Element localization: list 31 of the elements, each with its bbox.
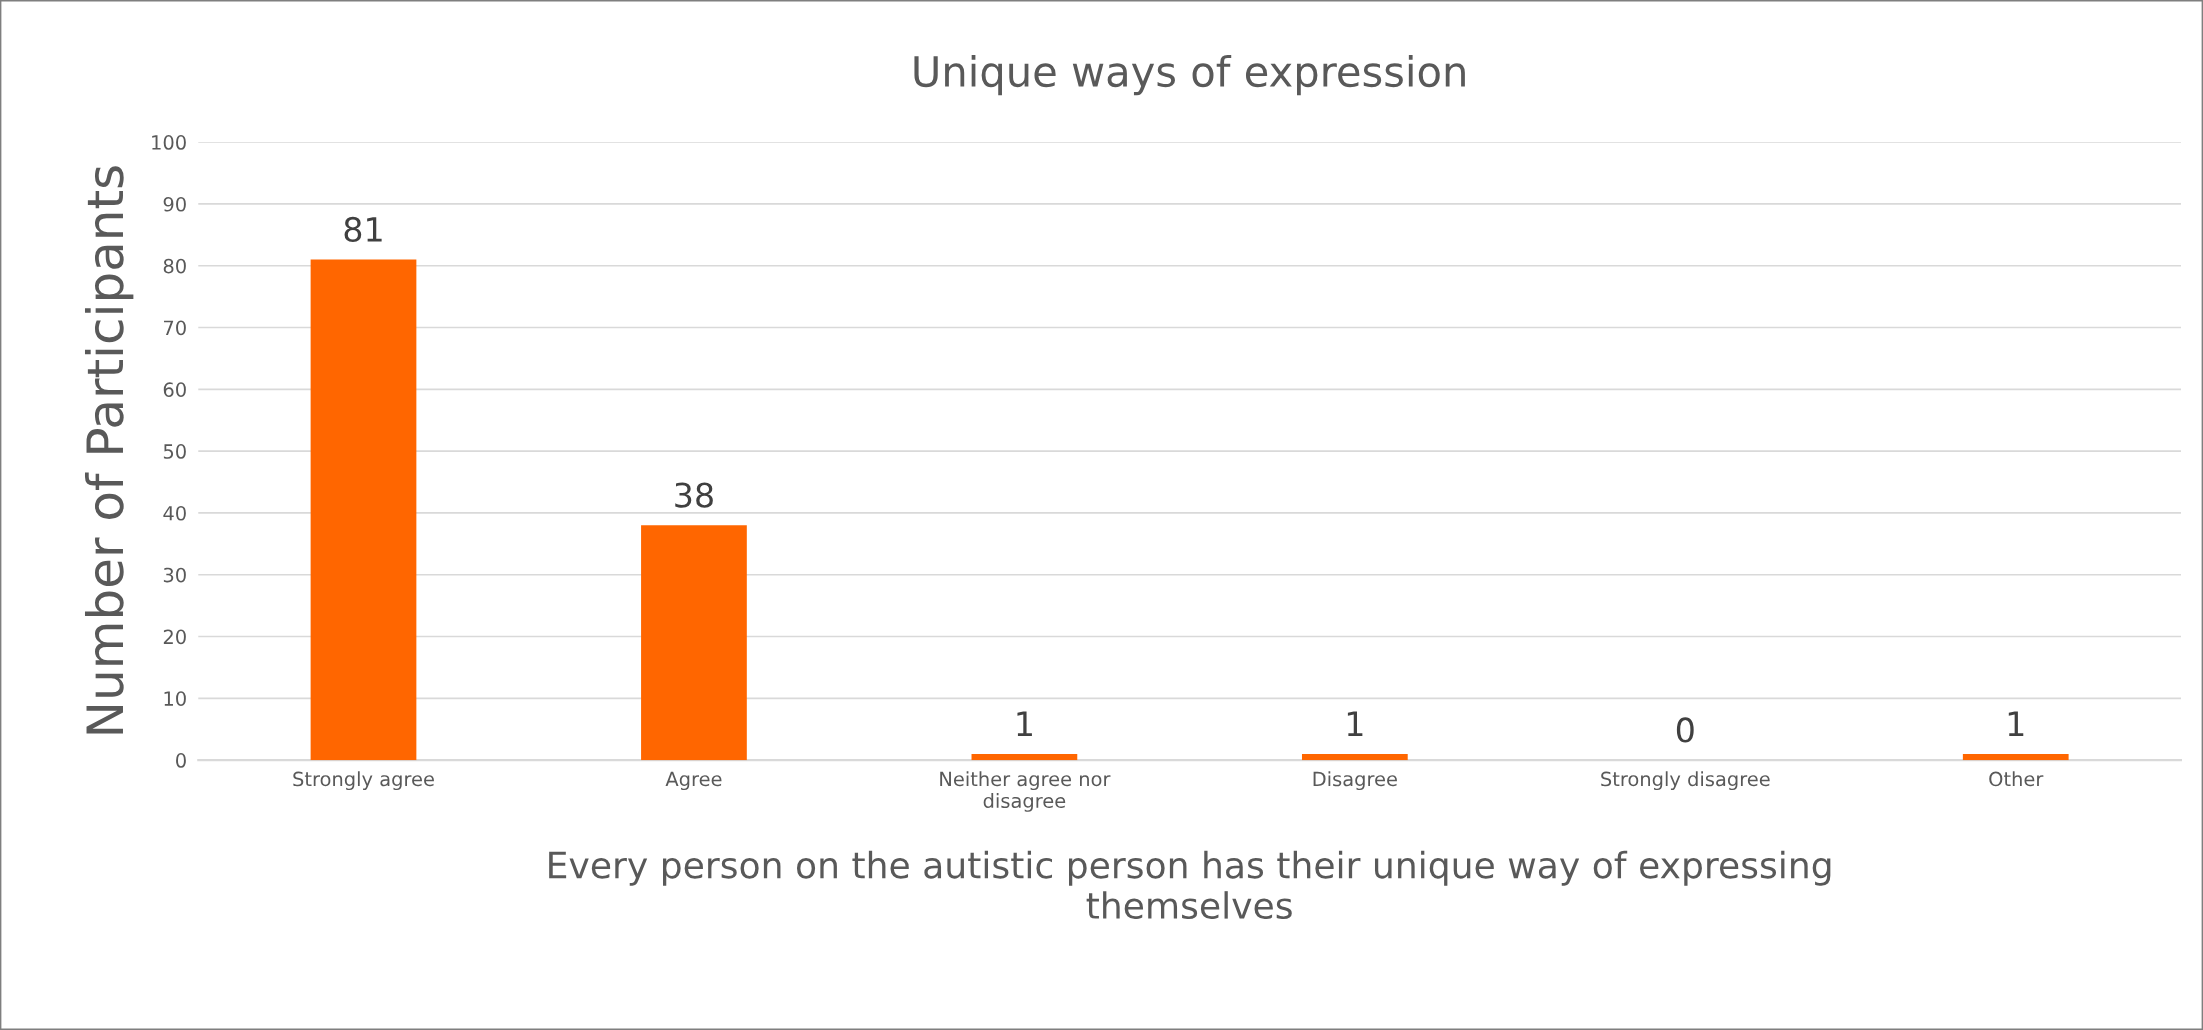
bar xyxy=(1962,753,2069,761)
data-label: 1 xyxy=(2008,711,2024,736)
data-label: 38 xyxy=(675,482,713,508)
x-tick-label: Neither agree nor disagree xyxy=(940,771,1111,812)
y-tick-label: 70 xyxy=(164,320,186,336)
data-label: 1 xyxy=(1347,711,1363,736)
y-axis-title: Number of Participants xyxy=(84,166,134,734)
x-tick-label: Disagree xyxy=(1313,771,1397,791)
y-tick-label: 100 xyxy=(152,135,186,150)
y-tick-label: 60 xyxy=(163,382,186,397)
bar xyxy=(971,753,1078,761)
x-axis-title: Every person on the autistic person has their unique way of expressing themselves xyxy=(549,850,1831,920)
y-tick-label: 10 xyxy=(164,691,186,706)
data-label: 0 xyxy=(1676,717,1694,743)
bar xyxy=(310,259,417,761)
bar xyxy=(1301,753,1408,761)
y-tick-label: 50 xyxy=(163,444,186,459)
y-tick-label: 40 xyxy=(163,505,186,521)
y-tick-label: 30 xyxy=(163,567,186,583)
y-tick-label: 90 xyxy=(163,196,186,212)
y-tick-label: 80 xyxy=(163,258,186,274)
data-label: 1 xyxy=(1017,711,1032,736)
y-tick-label: 20 xyxy=(163,629,186,645)
x-tick-label: Strongly disagree xyxy=(1601,771,1770,791)
chart-title: Unique ways of expression xyxy=(914,54,1465,96)
x-tick-label: Agree xyxy=(665,771,722,791)
x-tick-label: Strongly agree xyxy=(293,771,434,791)
y-tick-label: 0 xyxy=(176,753,186,768)
x-tick-label: Other xyxy=(1989,771,2044,787)
data-label: 81 xyxy=(344,216,382,242)
bar xyxy=(641,525,747,761)
